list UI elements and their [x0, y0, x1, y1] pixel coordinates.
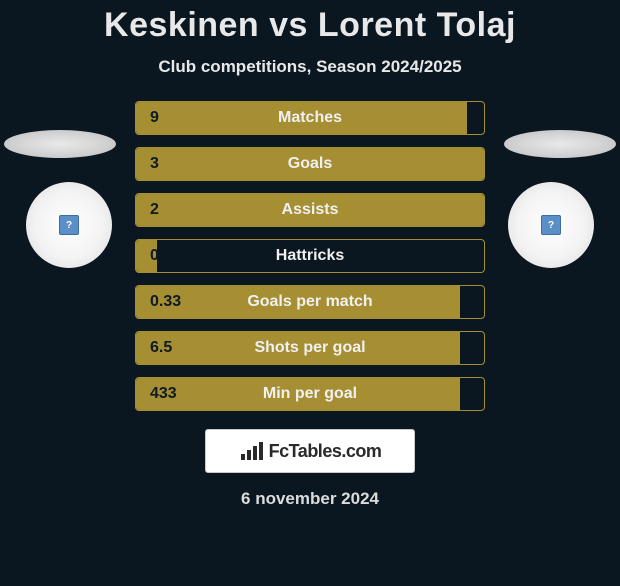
stat-value: 0 — [150, 247, 159, 265]
brand-label: FcTables.com — [269, 441, 382, 462]
club-logo-question-icon: ? — [548, 220, 554, 231]
stat-label: Assists — [282, 201, 339, 219]
club-logo-placeholder-icon: ? — [59, 215, 79, 235]
stat-value: 2 — [150, 201, 159, 219]
stat-row: 0 Hattricks — [135, 239, 485, 273]
club-badge-right: ? — [508, 182, 594, 268]
stat-value: 6.5 — [150, 339, 172, 357]
page-title: Keskinen vs Lorent Tolaj — [0, 6, 620, 45]
stat-label: Goals — [288, 155, 332, 173]
club-logo-placeholder-icon: ? — [541, 215, 561, 235]
stat-value: 9 — [150, 109, 159, 127]
stat-label: Min per goal — [263, 385, 357, 403]
stats-chart: 9 Matches 3 Goals 2 Assists 0 Hattricks … — [135, 101, 485, 411]
subtitle: Club competitions, Season 2024/2025 — [0, 57, 620, 77]
date-label: 6 november 2024 — [0, 489, 620, 509]
stat-label: Goals per match — [247, 293, 372, 311]
stat-label: Matches — [278, 109, 342, 127]
player-portrait-left — [4, 130, 116, 158]
stat-row: 3 Goals — [135, 147, 485, 181]
stat-value: 3 — [150, 155, 159, 173]
stat-label: Shots per goal — [254, 339, 365, 357]
club-badge-left: ? — [26, 182, 112, 268]
brand-chart-icon — [239, 440, 265, 462]
stat-row: 433 Min per goal — [135, 377, 485, 411]
brand-link[interactable]: FcTables.com — [205, 429, 415, 473]
stat-row: 0.33 Goals per match — [135, 285, 485, 319]
club-logo-question-icon: ? — [66, 220, 72, 231]
stat-label: Hattricks — [276, 247, 344, 265]
stat-value: 433 — [150, 385, 177, 403]
player-portrait-right — [504, 130, 616, 158]
stat-row: 6.5 Shots per goal — [135, 331, 485, 365]
stat-row: 2 Assists — [135, 193, 485, 227]
stat-row: 9 Matches — [135, 101, 485, 135]
stat-value: 0.33 — [150, 293, 181, 311]
